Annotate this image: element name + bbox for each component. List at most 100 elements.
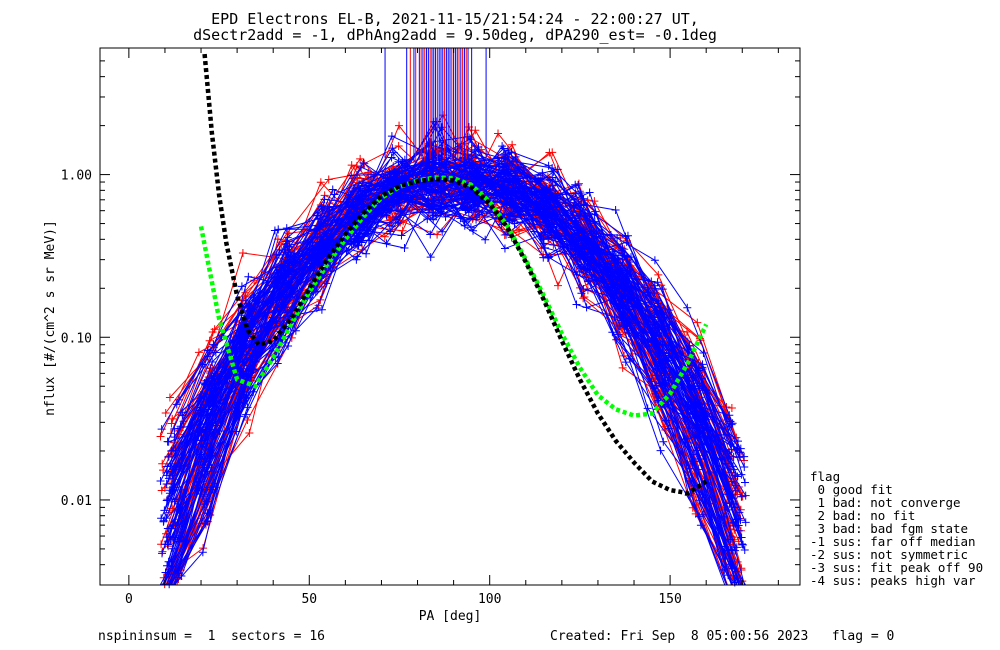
data-point [166,535,175,544]
data-point [163,540,172,549]
data-point [315,234,324,243]
data-point [656,446,665,455]
data-point [471,126,480,135]
data-point [244,272,253,281]
data-curves [156,111,750,589]
data-point [245,301,254,310]
data-point [644,320,653,329]
data-point [167,459,176,468]
data-point [542,183,551,192]
data-point [324,175,333,184]
data-point [726,535,735,544]
data-point [470,193,479,202]
data-point [426,253,435,262]
data-point [572,300,581,309]
data-point [736,516,745,525]
data-point [683,303,692,312]
axes: 0 50 100 150 0.01 0.10 1.00 [61,47,800,607]
data-point [235,412,244,421]
data-point [359,158,368,167]
y-axis-label: nflux [#/(cm^2 s sr MeV)] [43,220,58,416]
data-point [731,471,740,480]
data-point [692,421,701,430]
blue-curve [179,183,742,586]
data-point [652,381,661,390]
vertical-markers [384,48,487,163]
data-point [426,230,435,239]
data-point [699,348,708,357]
data-point [690,382,699,391]
data-point [659,437,668,446]
data-point [726,532,735,541]
curve-line [180,181,738,456]
data-point [159,516,168,525]
blue-curve [168,158,741,553]
data-point [387,132,396,141]
data-point [245,428,254,437]
data-point [157,486,166,495]
data-point [328,185,337,194]
data-point [580,212,589,221]
data-point [737,470,746,479]
data-point [434,182,443,191]
data-point [611,206,620,215]
black-fit-curve [202,53,708,496]
data-point [460,221,469,230]
data-point [248,351,257,360]
data-point [243,416,252,425]
data-point [702,495,711,504]
legend-entry: -2 sus: not symmetric [810,547,968,562]
data-point [729,452,738,461]
data-point [158,549,167,558]
data-point [505,178,514,187]
data-point [613,330,622,339]
data-point [467,165,476,174]
data-point [210,379,219,388]
data-point [437,189,446,198]
data-point [659,377,668,386]
data-point [284,281,293,290]
data-point [659,315,668,324]
data-point [740,463,749,472]
data-point [200,500,209,509]
footer-left: nspininsum = 1 sectors = 16 [98,629,325,644]
x-tick-label: 100 [478,592,501,607]
legend-entry: 1 bad: not converge [810,495,961,510]
data-point [532,187,541,196]
data-point [463,170,472,179]
data-point [436,202,445,211]
data-point [510,219,519,228]
data-point [400,243,409,252]
data-point [179,536,188,545]
data-point [591,207,600,216]
curve-line [173,165,727,586]
data-point [382,239,391,248]
curve-line [167,185,726,547]
data-point [544,161,553,170]
data-point [317,305,326,314]
curve-line [170,142,729,540]
curve-line [172,152,728,475]
data-point [216,439,225,448]
data-point [396,207,405,216]
curve-line [182,126,746,483]
curve-line [172,161,738,549]
data-point [549,167,558,176]
data-point [386,227,395,236]
data-point [732,444,741,453]
data-point [737,564,746,573]
data-point [162,471,171,480]
data-point [170,424,179,433]
y-tick-label: 0.01 [61,494,92,509]
data-point [285,242,294,251]
data-point [507,147,516,156]
data-point [510,200,519,209]
data-point [364,236,373,245]
legend-entry: 3 bad: bad fgm state [810,521,968,536]
data-point [627,253,636,262]
data-point [344,191,353,200]
data-point [156,477,165,486]
data-point [347,171,356,180]
data-point [724,505,733,514]
data-point [390,170,399,179]
